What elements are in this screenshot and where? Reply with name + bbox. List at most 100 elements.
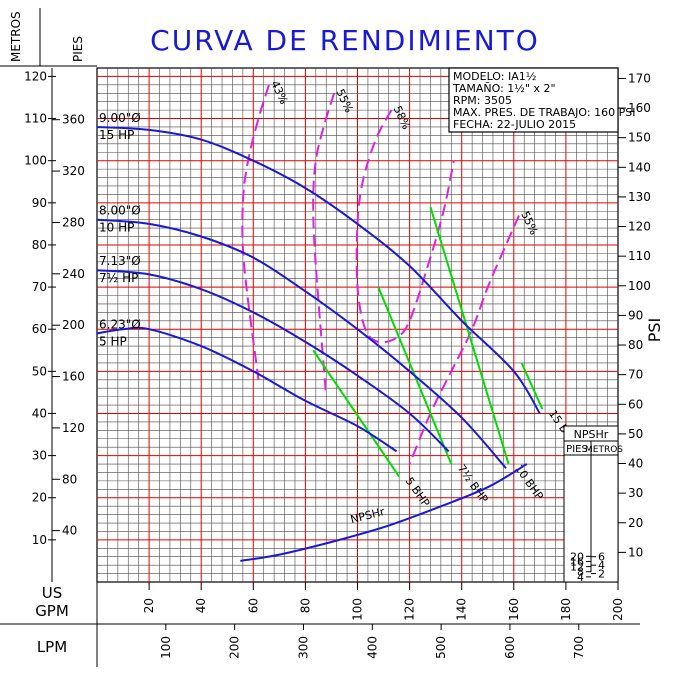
psi-axis-label: PSI [645,318,664,343]
psi-tick-label: 100 [628,279,651,293]
pies-tick-label: 320 [62,164,85,178]
pies-tick-label: 40 [62,524,77,538]
lpm-axis-label: LPM [37,638,67,656]
psi-tick-label: 150 [628,131,651,145]
gpm-tick-label: 80 [298,598,312,613]
metros-tick-label: 90 [32,196,47,210]
grid [96,67,619,583]
npshr-panel-title: NPSHr [574,428,609,441]
gpm-axis-label-gpm: GPM [35,602,69,620]
npshr-metros-tick-label: 2 [598,568,605,581]
gpm-tick-label: 60 [246,598,260,613]
npshr-metros-label: METROS [585,445,623,455]
impeller-curve [96,326,398,453]
psi-tick-label: 140 [628,160,651,174]
npshr-pies-tick-label: 12 [570,561,584,574]
psi-tick-label: 60 [628,397,643,411]
gpm-tick-label: 20 [142,598,156,613]
impeller-curve [96,126,541,415]
psi-tick-label: 90 [628,308,643,322]
info-line: TAMAÑO: 1½" x 2" [452,82,556,95]
metros-tick-label: 120 [24,69,47,83]
info-line: MAX. PRES. DE TRABAJO: 160 PSI [453,106,635,119]
info-box-frame [448,67,619,133]
psi-tick-label: 160 [628,101,651,115]
efficiency-curve [312,92,336,397]
impeller-hp-label: 7½ HP [99,271,138,285]
metros-tick-label: 80 [32,238,47,252]
psi-tick-label: 50 [628,427,643,441]
axes: METROS PIES102030405060708090100110120408… [0,8,664,667]
lpm-tick-label: 100 [159,636,173,659]
psi-tick-label: 110 [628,249,651,263]
npshr-pies-tick-label: 16 [570,555,584,568]
impeller-hp-label: 15 HP [99,128,134,142]
pies-tick-label: 160 [62,370,85,384]
gpm-tick-label: 200 [611,598,625,621]
npshr-metros-tick-label: 4 [598,559,605,572]
bhp-line [312,349,401,478]
npshr-pies-label: PIES [566,444,588,455]
metros-tick-label: 60 [32,322,47,336]
metros-tick-label: 40 [32,406,47,420]
pies-tick-label: 280 [62,215,85,229]
metros-tick-label: 70 [32,280,47,294]
pies-axis-label: PIES [71,36,85,62]
gpm-tick-label: 180 [559,598,573,621]
npshr-pies-tick-label: 8 [577,566,584,579]
psi-tick-label: 170 [628,71,651,85]
pies-tick-label: 200 [62,318,85,332]
psi-tick-label: 10 [628,545,643,559]
metros-axis-label: METROS [9,11,23,62]
npshr-curve [240,463,528,562]
lpm-tick-label: 700 [572,636,586,659]
pies-tick-label: 80 [62,472,77,486]
metros-tick-label: 100 [24,154,47,168]
impeller-hp-label: 10 HP [99,221,134,235]
metros-tick-label: 110 [24,112,47,126]
npshr-pies-tick-label: 20 [570,550,584,563]
efficiency-curve [241,84,270,380]
bhp-line [520,362,544,410]
metros-tick-label: 30 [32,449,47,463]
impeller-hp-label: 5 HP [99,334,127,348]
npshr-metros-tick-label: 6 [598,551,605,564]
impeller-diameter-label: 8.00"Ø [99,204,141,218]
gpm-tick-label: 140 [455,598,469,621]
psi-tick-label: 70 [628,368,643,382]
gpm-tick-label: 40 [194,598,208,613]
psi-tick-label: 120 [628,220,651,234]
lpm-tick-label: 400 [365,636,379,659]
lpm-tick-label: 600 [503,636,517,659]
npshr-pies-tick-label: 4 [577,571,584,584]
pies-tick-label: 360 [62,113,85,127]
info-line: RPM: 3505 [453,94,512,107]
psi-tick-label: 130 [628,190,651,204]
psi-tick-label: 80 [628,338,643,352]
impeller-curve [96,269,450,453]
lpm-tick-label: 300 [296,636,310,659]
impeller-curve [96,218,507,469]
gpm-tick-label: 100 [351,598,365,621]
lpm-tick-label: 500 [434,636,448,659]
gpm-axis-label-us: US [42,584,63,602]
pies-tick-label: 120 [62,421,85,435]
psi-tick-label: 40 [628,457,643,471]
metros-tick-label: 20 [32,491,47,505]
psi-tick-label: 30 [628,486,643,500]
pies-tick-label: 240 [62,267,85,281]
gpm-tick-label: 120 [403,598,417,621]
lpm-tick-label: 200 [228,636,242,659]
impeller-diameter-label: 6.23"Ø [99,317,141,331]
gpm-tick-label: 160 [507,598,521,621]
efficiency-curve [355,109,455,344]
info-line: MODELO: IA1½ [453,70,536,83]
chart-title: CURVA DE RENDIMIENTO [150,24,540,57]
info-line: FECHA: 22-JULIO 2015 [453,118,576,131]
psi-tick-label: 20 [628,516,643,530]
metros-tick-label: 50 [32,364,47,378]
bhp-line [429,206,510,465]
